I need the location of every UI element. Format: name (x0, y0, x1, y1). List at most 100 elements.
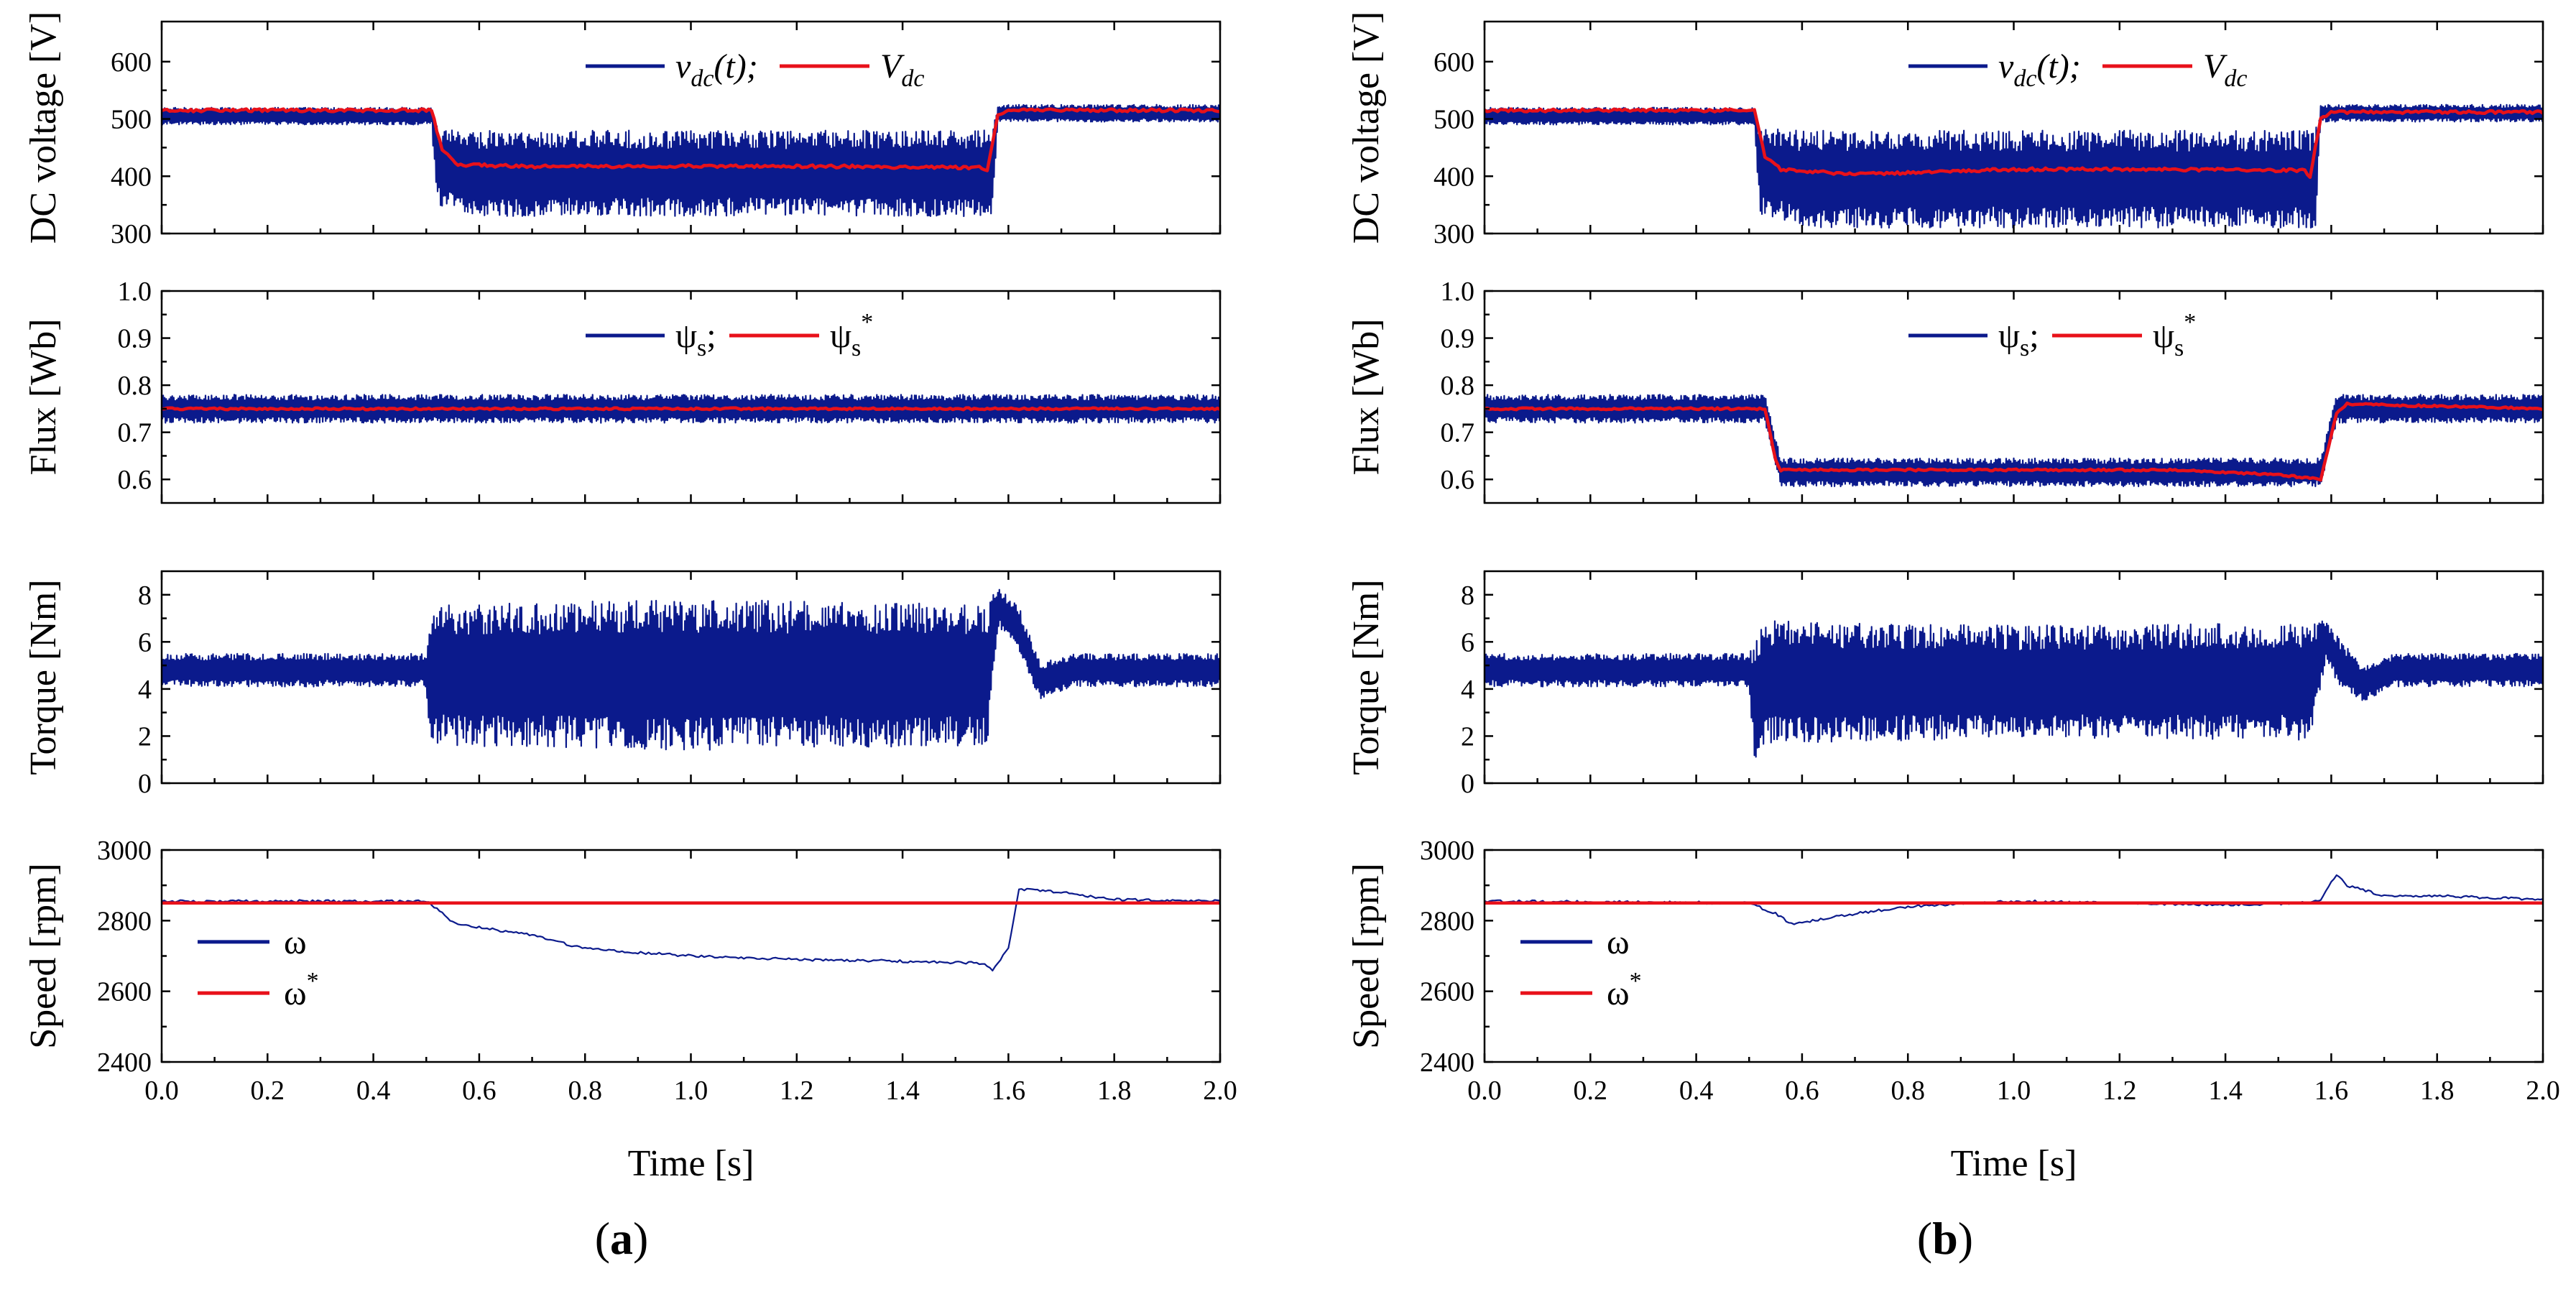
y-axis-label: Speed [rpm] (23, 863, 64, 1048)
y-tick-label: 4 (138, 675, 152, 705)
series-line-measured (162, 103, 1220, 218)
y-tick-label: 600 (111, 47, 152, 78)
legend: ψs; ψs* (1908, 309, 2196, 361)
y-axis-label: Torque [Nm] (23, 579, 64, 775)
y-tick-label: 0 (1461, 769, 1474, 799)
series-line-reference (162, 406, 1220, 412)
x-tick-label: 0.8 (568, 1076, 602, 1106)
legend-label-reference: ω* (284, 968, 319, 1012)
x-tick-label: 0.0 (144, 1076, 179, 1106)
x-axis-label: Time [s] (1951, 1143, 2077, 1184)
series-group (1485, 620, 2543, 758)
x-tick-label: 1.4 (2208, 1076, 2243, 1106)
y-tick-label: 0.9 (1441, 324, 1475, 354)
subplot-flux-b: 0.6 0.7 0.8 0.9 1.0 Flux [Wb] ψs; ψs* (1346, 277, 2544, 504)
x-tick-label: 1.0 (1997, 1076, 2031, 1106)
series-line-reference (1485, 401, 2543, 482)
y-tick-label: 600 (1434, 47, 1474, 78)
x-tick-label: 0.2 (1574, 1076, 1608, 1106)
x-tick-label: 1.2 (780, 1076, 814, 1106)
subplot-speed-a: 2400 2600 2800 3000 Speed [rpm] ω ω* (23, 836, 1222, 1078)
y-tick-label: 2400 (1420, 1048, 1474, 1078)
series-group (1485, 103, 2543, 229)
subplot-dc-a: 300 400 500 600 DC voltage [V] vdc(t); Vdc (23, 11, 1222, 249)
series-line-measured (162, 394, 1220, 424)
legend: ω ω* (1520, 923, 1642, 1012)
y-tick-label: 500 (111, 105, 152, 135)
y-tick-label: 0.6 (1441, 465, 1475, 495)
y-tick-label: 2 (138, 721, 152, 752)
x-tick-label: 0.2 (251, 1076, 285, 1106)
series-group (162, 103, 1220, 218)
y-tick-label: 8 (1461, 581, 1474, 611)
plot-frame (160, 849, 1222, 1063)
legend-label-measured: ω (1607, 923, 1630, 961)
y-tick-label: 0.7 (1441, 418, 1475, 448)
legend-label-measured: vdc(t); (675, 47, 758, 92)
y-tick-label: 2800 (97, 906, 152, 936)
y-tick-label: 0.9 (118, 324, 152, 354)
series-line-measured (162, 588, 1220, 751)
y-tick-label: 0 (138, 769, 152, 799)
legend-label-measured: vdc(t); (1998, 47, 2081, 92)
series-line-measured (162, 887, 1220, 971)
subplot-flux-a: 0.6 0.7 0.8 0.9 1.0 Flux [Wb] ψs; ψs* (23, 277, 1222, 504)
legend-label-reference: ψs* (2153, 309, 2196, 361)
x-tick-label: 2.0 (2526, 1076, 2560, 1106)
series-line-measured (1485, 620, 2543, 758)
subplot-torque-a: 0 2 4 6 8 Torque [Nm] (23, 570, 1222, 799)
y-tick-label: 2600 (1420, 977, 1474, 1007)
series-line-measured (1485, 394, 2543, 488)
x-tick-label: 1.8 (2420, 1076, 2455, 1106)
y-tick-label: 1.0 (1441, 277, 1475, 307)
legend-label-reference: Vdc (880, 47, 924, 92)
legend: vdc(t); Vdc (586, 47, 924, 92)
y-axis-label: Flux [Wb] (23, 318, 64, 475)
x-tick-label: 0.6 (462, 1076, 497, 1106)
y-tick-label: 0.6 (118, 465, 152, 495)
x-tick-label: 1.4 (885, 1076, 920, 1106)
series-group (1485, 874, 2543, 925)
y-tick-label: 4 (1461, 675, 1474, 705)
x-axis-label: Time [s] (628, 1143, 754, 1184)
x-tick-label: 1.6 (2314, 1076, 2349, 1106)
x-tick-label: 0.6 (1785, 1076, 1819, 1106)
series-line-reference (162, 107, 1220, 172)
x-tick-label: 0.4 (356, 1076, 391, 1106)
series-group (162, 588, 1220, 751)
legend-label-measured: ψs; (1998, 317, 2039, 361)
y-tick-label: 0.8 (118, 371, 152, 401)
y-tick-label: 1.0 (118, 277, 152, 307)
y-axis-label: Torque [Nm] (1346, 579, 1387, 775)
panel-label: (a) (595, 1213, 649, 1264)
x-tick-label: 1.0 (674, 1076, 708, 1106)
x-tick-label: 2.0 (1203, 1076, 1237, 1106)
legend: vdc(t); Vdc (1908, 47, 2247, 92)
y-tick-label: 500 (1434, 105, 1474, 135)
series-group (162, 887, 1220, 971)
legend: ψs; ψs* (586, 309, 873, 361)
y-tick-label: 300 (1434, 219, 1474, 249)
y-tick-label: 2600 (97, 977, 152, 1007)
y-tick-label: 400 (111, 162, 152, 192)
legend-label-reference: ω* (1607, 968, 1642, 1012)
y-axis-label: DC voltage [V] (23, 11, 64, 244)
series-line-measured (1485, 874, 2543, 925)
subplot-dc-b: 300 400 500 600 DC voltage [V] vdc(t); Vdc (1346, 11, 2544, 249)
y-axis-label: Speed [rpm] (1346, 863, 1387, 1048)
series-group (1485, 394, 2543, 488)
legend-label-measured: ω (284, 923, 307, 961)
y-tick-label: 8 (138, 581, 152, 611)
y-tick-label: 0.8 (1441, 371, 1475, 401)
y-tick-label: 3000 (1420, 836, 1474, 866)
x-tick-label: 1.2 (2102, 1076, 2137, 1106)
subplot-torque-b: 0 2 4 6 8 Torque [Nm] (1346, 570, 2544, 799)
y-tick-label: 400 (1434, 162, 1474, 192)
y-tick-label: 2 (1461, 721, 1474, 752)
series-line-measured (1485, 103, 2543, 229)
y-tick-label: 2800 (1420, 906, 1474, 936)
y-axis-label: Flux [Wb] (1346, 318, 1387, 475)
